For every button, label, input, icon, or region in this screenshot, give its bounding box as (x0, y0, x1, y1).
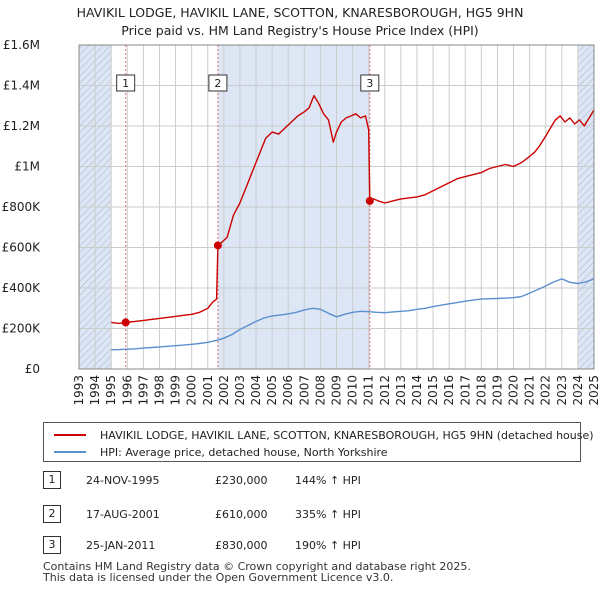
x-tick-label: 2021 (523, 375, 537, 406)
chart-title-line-2: Price paid vs. HM Land Registry's House … (121, 23, 479, 38)
sale-label-box: 2 (208, 74, 228, 92)
x-tick-label: 2000 (185, 375, 199, 406)
x-tick-label: 2003 (233, 375, 247, 406)
hpi-line (111, 278, 595, 351)
legend-label-hpi: HPI: Average price, detached house, Nort… (100, 445, 388, 459)
legend-item-property: HAVIKIL LODGE, HAVIKIL LANE, SCOTTON, KN… (54, 426, 594, 444)
x-tick-label: 2008 (313, 375, 327, 406)
x-tick-label: 2023 (555, 375, 569, 406)
x-tick-label: 2013 (394, 375, 408, 406)
x-tick-label: 2001 (201, 375, 215, 406)
x-tick-label: 1998 (152, 375, 166, 406)
x-tick-label: 2010 (346, 375, 360, 406)
y-tick-label: £200K (2, 322, 42, 336)
x-tick-label: 2005 (265, 375, 279, 406)
x-tick-label: 2016 (442, 375, 456, 406)
sale-marker (213, 241, 222, 250)
y-tick-label: £600K (2, 241, 42, 255)
x-tick-label: 2020 (507, 375, 521, 406)
sale-label-box-frame (116, 74, 136, 92)
sale-price: £230,000 (215, 474, 268, 487)
x-tick-label: 2018 (474, 375, 488, 406)
footer-line-2: This data is licensed under the Open Gov… (43, 571, 394, 584)
sale-price: £830,000 (215, 539, 268, 552)
sale-row: 1 24-NOV-1995 £230,000 144% ↑ HPI (43, 471, 443, 491)
sale-label-box-frame (360, 74, 380, 92)
sale-date: 24-NOV-1995 (86, 474, 160, 487)
sale-marker (365, 196, 374, 205)
y-tick-label: £0 (25, 362, 40, 376)
sale-date: 25-JAN-2011 (86, 539, 156, 552)
x-tick-label: 2009 (330, 375, 344, 406)
y-tick-label: £1.2M (3, 119, 40, 133)
x-tick-label: 2022 (539, 375, 553, 406)
price-chart: £0 £200K £400K £600K £800K £1M £1.2M £1.4M £1.6M… (2, 38, 600, 406)
footer-line-1: Contains HM Land Registry data © Crown c… (43, 560, 471, 573)
plot-frame (78, 44, 595, 370)
property-price-line (111, 94, 595, 325)
x-tick-label: 2025 (587, 375, 600, 406)
x-tick-label: 2015 (426, 375, 440, 406)
sale-hpi-change: 190% ↑ HPI (295, 539, 361, 552)
x-tick-label: 1997 (136, 375, 150, 406)
sale-row: 2 17-AUG-2001 £610,000 335% ↑ HPI (43, 505, 443, 525)
sale-number-badge: 2 (43, 505, 61, 523)
sale-date: 17-AUG-2001 (86, 508, 160, 521)
x-tick-label: 1995 (104, 375, 118, 406)
x-tick-label: 2002 (217, 375, 231, 406)
x-tick-label: 2006 (281, 375, 295, 406)
sale-label-box: 3 (360, 74, 380, 92)
footer-attribution: Contains HM Land Registry data © Crown c… (43, 561, 471, 583)
x-tick-label: 2019 (490, 375, 504, 406)
x-tick-label: 1999 (169, 375, 183, 406)
chart-legend: HAVIKIL LODGE, HAVIKIL LANE, SCOTTON, KN… (43, 422, 594, 462)
x-tick-label: 1996 (120, 375, 134, 406)
y-tick-label: £1.6M (3, 38, 40, 52)
sale-label-box: 1 (116, 74, 136, 92)
sale-price: £610,000 (215, 508, 268, 521)
x-tick-label: 2011 (362, 375, 376, 406)
sale-row: 3 25-JAN-2011 £830,000 190% ↑ HPI (43, 536, 443, 556)
y-tick-label: £1.4M (3, 79, 40, 93)
x-tick-label: 2017 (458, 375, 472, 406)
x-tick-label: 2012 (378, 375, 392, 406)
sale-number-badge: 1 (43, 471, 61, 489)
x-tick-label: 2007 (297, 375, 311, 406)
sale-label-text: 1 (122, 77, 129, 90)
legend-item-hpi: HPI: Average price, detached house, Nort… (54, 443, 388, 461)
sale-marker (121, 318, 130, 327)
x-tick-label: 1994 (88, 375, 102, 406)
x-tick-label: 2004 (249, 375, 263, 406)
sale-label-text: 3 (366, 77, 373, 90)
x-tick-label: 2024 (571, 375, 585, 406)
chart-title-line-1: HAVIKIL LODGE, HAVIKIL LANE, SCOTTON, KN… (76, 5, 524, 20)
legend-label-property: HAVIKIL LODGE, HAVIKIL LANE, SCOTTON, KN… (100, 428, 594, 442)
sale-label-box-frame (208, 74, 228, 92)
sale-hpi-change: 335% ↑ HPI (295, 508, 361, 521)
legend-swatch-hpi (54, 451, 86, 453)
y-tick-label: £1M (14, 160, 40, 174)
legend-swatch-property (54, 434, 86, 436)
y-tick-label: £400K (2, 281, 42, 295)
chart-title: HAVIKIL LODGE, HAVIKIL LANE, SCOTTON, KN… (0, 4, 600, 40)
sale-number-badge: 3 (43, 536, 61, 554)
sale-label-text: 2 (214, 77, 221, 90)
sale-hpi-change: 144% ↑ HPI (295, 474, 361, 487)
x-tick-label: 1993 (72, 375, 86, 406)
x-tick-label: 2014 (410, 375, 424, 406)
y-tick-label: £800K (2, 200, 42, 214)
